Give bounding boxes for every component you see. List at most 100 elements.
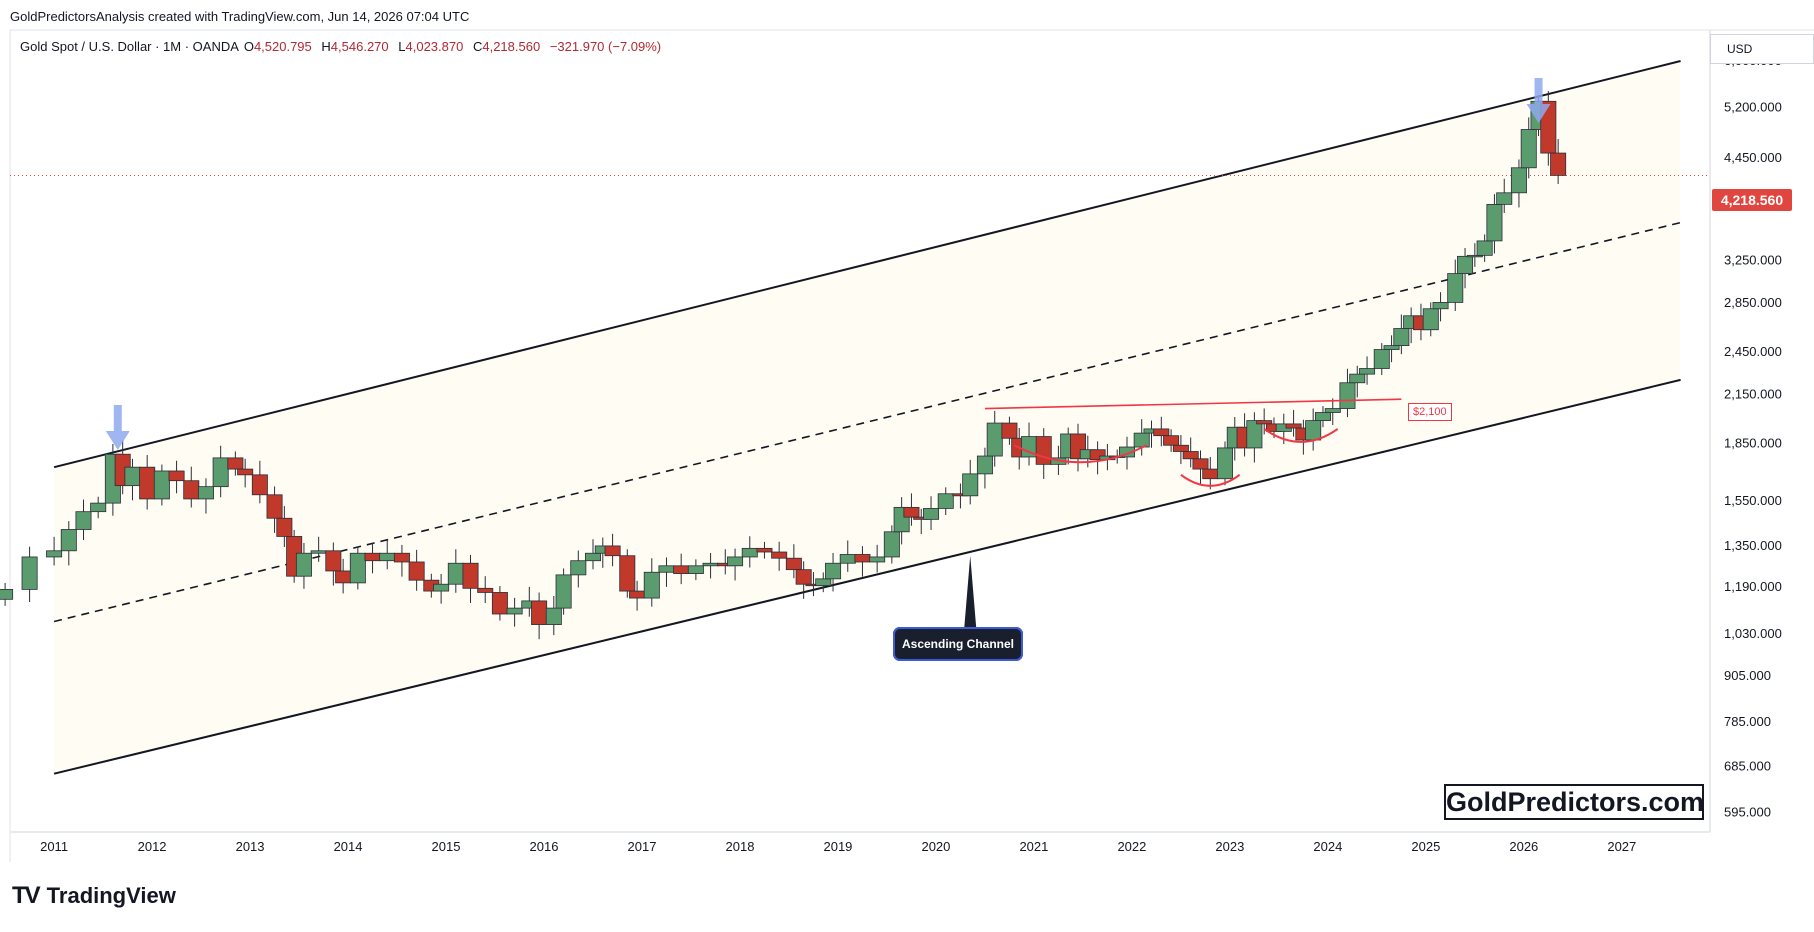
price-tick-label: 1,350.000 [1724,538,1782,553]
candle-down [393,552,410,563]
candle-down [1182,451,1199,460]
change-value: −321.970 (−7.09%) [549,39,662,54]
candle-down [139,466,156,500]
candle-up [295,552,312,577]
candle-down [629,590,646,599]
candle-up [1422,308,1439,331]
candle-down [1550,152,1567,176]
candle-up [937,493,954,509]
candle-up [545,607,562,625]
candle-up [986,422,1003,457]
open-key: O [243,39,254,54]
close-value: 4,218.560 [482,39,541,54]
candle-up [1133,432,1150,448]
candle-down [227,457,244,470]
candle-down [673,565,690,574]
candle-down [477,587,494,593]
candle-up [555,574,572,609]
high-key: H [321,39,331,54]
channel-lower-line [53,378,1681,775]
time-tick-label: 2022 [1117,839,1146,854]
price-tick-label: 595.000 [1724,804,1771,819]
price-tick-label: 2,150.000 [1724,387,1782,402]
candle-up [1324,408,1341,413]
candle-down [276,517,293,537]
candle-down [325,550,342,572]
candle-up [1496,192,1513,205]
price-tick-label: 3,250.000 [1724,252,1782,267]
candle-up [310,550,327,554]
candle-down [1035,436,1052,465]
price-tick-label: 905.000 [1724,668,1771,683]
candle-up [658,565,675,573]
candle-down [604,545,621,557]
candle-up [727,556,744,567]
currency-selector[interactable]: USD [1710,34,1814,64]
candle-up [0,589,14,600]
channel-fill [54,60,1681,774]
goldpredictors-watermark: GoldPredictors.com [1444,784,1704,820]
candle-up [90,502,107,513]
price-tick-label: 785.000 [1724,714,1771,729]
candle-up [379,552,396,562]
candle-down [183,480,200,500]
candle-up [1373,349,1390,369]
time-tick-label: 2018 [726,839,755,854]
candle-up [46,550,63,558]
candle-down [1163,435,1180,446]
candle-up [643,571,660,599]
candle-down [237,468,254,476]
tradingview-logo[interactable]: TV TradingView [12,882,176,910]
candle-down [491,592,508,615]
price-tick-label: 1,030.000 [1724,626,1782,641]
candle-down [1089,449,1106,461]
resistance-line [984,398,1402,410]
candle-up [1476,240,1493,256]
price-tick-label: 1,850.000 [1724,435,1782,450]
low-key: L [398,39,406,54]
tradingview-logo-icon: TV [12,882,41,909]
callout-pointer [964,555,977,628]
candle-down [168,470,185,482]
candle-down [1192,458,1209,470]
time-tick-label: 2026 [1509,839,1538,854]
time-tick-label: 2021 [1019,839,1048,854]
candle-up [1349,373,1366,384]
symbol-name[interactable]: Gold Spot / U.S. Dollar · 1M · OANDA [20,39,239,54]
candle-up [1457,255,1474,274]
price-tick-label: 2,850.000 [1724,295,1782,310]
candle-up [1432,302,1449,310]
candle-up [447,562,464,585]
candle-up [1246,420,1263,449]
time-tick-label: 2027 [1607,839,1636,854]
resistance-level-label: $2,100 [1408,403,1452,421]
time-tick-label: 2020 [921,839,950,854]
candle-down [1153,428,1170,437]
candle-up [825,562,842,580]
time-tick-label: 2023 [1215,839,1244,854]
time-tick-label: 2013 [236,839,265,854]
candle-up [1359,368,1376,375]
candle-down [1256,420,1273,425]
candle-up [124,466,141,487]
candle-up [1486,203,1503,242]
peak-arrow-icon [1526,78,1551,123]
tradingview-logo-text: TradingView [46,883,176,908]
close-key: C [472,39,483,54]
candle-down [771,551,788,559]
candle-up [923,508,940,520]
time-tick-label: 2016 [530,839,559,854]
candle-up [1305,420,1322,441]
time-tick-label: 2015 [432,839,461,854]
candle-down [462,562,479,589]
candle-down [619,555,636,592]
candle-down [1172,444,1189,452]
price-tick-label: 5,200.000 [1724,100,1782,115]
price-tick-label: 685.000 [1724,758,1771,773]
candle-up [197,486,214,500]
symbol-legend: Gold Spot / U.S. Dollar · 1M · OANDA O 4,… [20,39,661,54]
time-tick-label: 2019 [823,839,852,854]
time-tick-label: 2014 [334,839,363,854]
candle-up [1119,446,1135,458]
candle-down [795,569,812,585]
